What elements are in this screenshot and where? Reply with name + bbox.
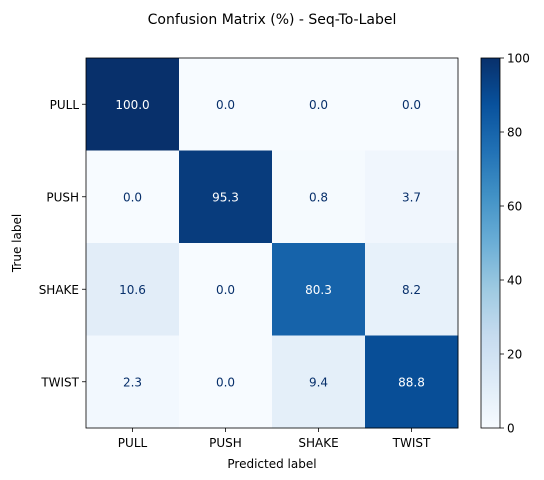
cell-3-3 [365, 335, 459, 429]
y-tick-label: PULL [50, 98, 80, 112]
cell-value-label: 0.0 [309, 98, 328, 112]
cell-value-label: 0.8 [309, 190, 328, 204]
cell-0-1 [179, 58, 273, 151]
chart-title: Confusion Matrix (%) - Seq-To-Label [148, 12, 397, 28]
colorbar-tick-label: 60 [507, 200, 522, 214]
cell-3-1 [179, 335, 273, 429]
colorbar-tick-label: 40 [507, 274, 522, 288]
y-axis-ticks: PULL PUSH SHAKE TWIST [39, 98, 86, 389]
cell-1-3 [365, 150, 459, 244]
colorbar-tick-label: 0 [507, 422, 515, 436]
plot-frame [85, 57, 459, 429]
colorbar [480, 57, 501, 429]
y-axis-label: True label [10, 214, 24, 273]
cell-1-1 [179, 150, 273, 244]
cell-2-3 [365, 243, 459, 336]
x-tick-label: PUSH [209, 436, 242, 450]
cell-2-0 [86, 243, 180, 336]
colorbar-tick-label: 80 [507, 126, 522, 140]
cell-value-label: 0.0 [123, 190, 142, 204]
cell-3-2 [272, 335, 366, 429]
cell-value-label: 95.3 [212, 190, 239, 204]
y-tick-label: SHAKE [39, 283, 79, 297]
cell-value-label: 2.3 [123, 375, 142, 389]
cell-0-0 [86, 58, 180, 151]
cell-value-label: 0.0 [216, 98, 235, 112]
cell-value-label: 0.0 [216, 283, 235, 297]
y-tick-label: PUSH [46, 190, 79, 204]
cell-value-label: 100.0 [115, 98, 149, 112]
cell-value-label: 8.2 [402, 283, 421, 297]
x-tick-label: SHAKE [298, 436, 338, 450]
colorbar-ticks: 0 20 40 60 80 100 [500, 52, 530, 436]
cell-value-label: 80.3 [305, 283, 332, 297]
colorbar-tick-label: 100 [507, 52, 530, 66]
cell-1-2 [272, 150, 366, 244]
cell-0-3 [365, 58, 459, 151]
cell-value-label: 10.6 [119, 283, 146, 297]
x-tick-label: PULL [118, 436, 148, 450]
cell-value-label: 0.0 [216, 375, 235, 389]
x-tick-label: TWIST [392, 436, 431, 450]
cell-value-label: 0.0 [402, 98, 421, 112]
cell-value-label: 88.8 [398, 375, 425, 389]
y-tick-label: TWIST [40, 375, 79, 389]
cell-value-label: 3.7 [402, 190, 421, 204]
cell-value-label: 9.4 [309, 375, 328, 389]
cell-3-0 [86, 335, 180, 429]
cell-2-1 [179, 243, 273, 336]
x-axis-label: Predicted label [227, 457, 316, 471]
cell-2-2 [272, 243, 366, 336]
x-axis-ticks: PULL PUSH SHAKE TWIST [118, 428, 431, 450]
matrix-cells: 100.0 0.0 0.0 0.0 0.0 95.3 0.8 3.7 10.6 0.0 80.3 8.… [86, 58, 459, 429]
colorbar-tick-label: 20 [507, 348, 522, 362]
cell-0-2 [272, 58, 366, 151]
cell-1-0 [86, 150, 180, 244]
